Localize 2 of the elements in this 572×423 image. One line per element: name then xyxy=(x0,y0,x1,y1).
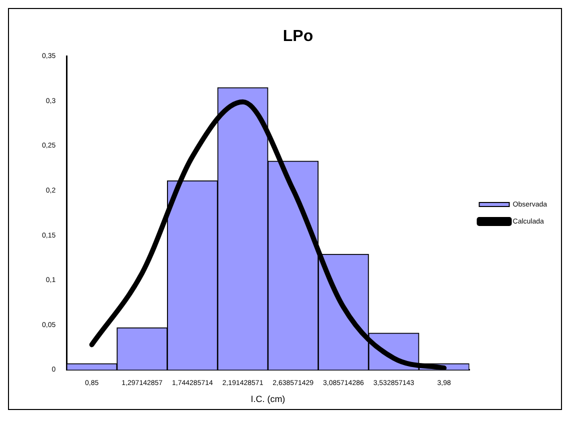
chart-title: LPo xyxy=(282,28,314,46)
x-axis-title: I.C. (cm) xyxy=(250,394,286,404)
